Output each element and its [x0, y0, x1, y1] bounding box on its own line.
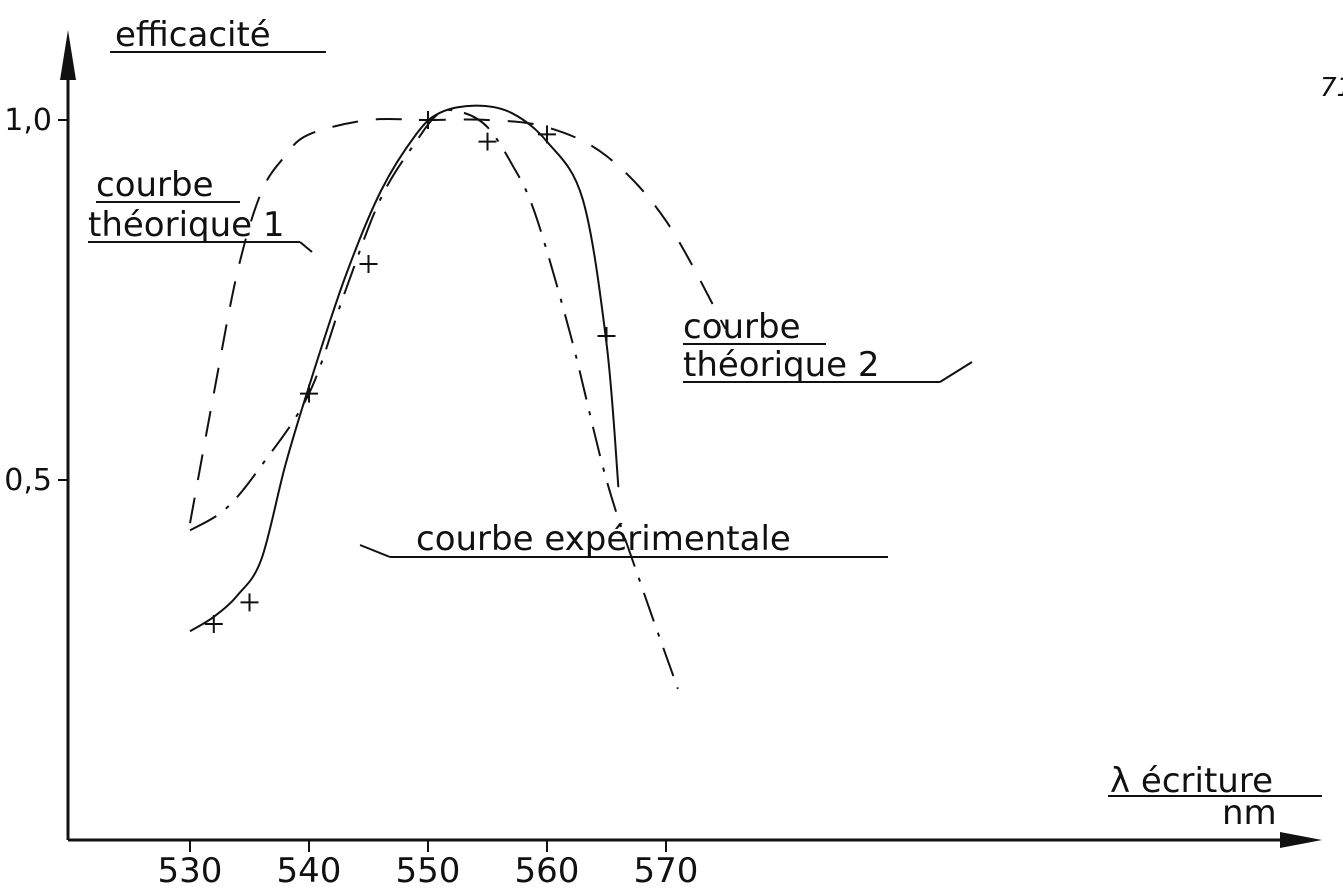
data-point-565	[597, 327, 616, 345]
x-tick-label-550: 550	[396, 851, 461, 889]
data-point-540	[300, 384, 318, 403]
annotation-experimentale: courbe expérimentale	[359, 519, 888, 559]
annotation-theorique-1: courbe théorique 1	[88, 165, 313, 253]
annotation-theorique-2-line2: théorique 2	[683, 345, 880, 385]
series-1-line	[189, 109, 679, 690]
data-point-535	[240, 593, 259, 612]
annotation-theorique-2-leader	[939, 361, 973, 383]
series-0-line	[189, 117, 727, 524]
x-axis-arrowhead	[1280, 832, 1322, 848]
data-point-550	[419, 111, 437, 129]
data-point-532	[204, 615, 223, 633]
tick-layer: 530 540 550 560 570 0,5 1,0	[4, 103, 698, 889]
annotation-theorique-1-leader	[299, 241, 313, 253]
x-tick-label-560: 560	[515, 851, 580, 889]
x-axis-unit: nm	[1222, 793, 1277, 833]
series-layer	[189, 104, 727, 690]
x-axis-title: λ écriture	[1110, 761, 1273, 801]
annotation-experimentale-leader	[359, 544, 391, 558]
y-axis-title: efficacité	[115, 15, 271, 55]
marker-layer	[204, 111, 616, 633]
data-point-560	[538, 125, 556, 144]
annotation-theorique-2-line1: courbe	[683, 307, 801, 347]
page-number: 71	[1320, 73, 1343, 103]
x-tick-label-540: 540	[277, 851, 342, 889]
y-tick-label-0: 0,5	[4, 463, 52, 498]
annotation-experimentale-text: courbe expérimentale	[416, 519, 791, 559]
series-2-line	[189, 104, 620, 633]
y-axis-arrowhead	[60, 30, 76, 80]
y-tick-label-1: 1,0	[4, 103, 52, 138]
annotation-theorique-1-line1: courbe	[96, 165, 214, 205]
data-point-545	[359, 255, 378, 273]
data-point-555	[478, 132, 497, 151]
annotation-theorique-2: courbe théorique 2	[683, 307, 973, 385]
x-tick-label-570: 570	[634, 851, 699, 889]
annotation-theorique-1-line2: théorique 1	[88, 205, 285, 245]
chart-root: efficacité 71 λ écriture nm 530 540 550 560…	[4, 15, 1343, 889]
x-tick-label-530: 530	[158, 851, 223, 889]
